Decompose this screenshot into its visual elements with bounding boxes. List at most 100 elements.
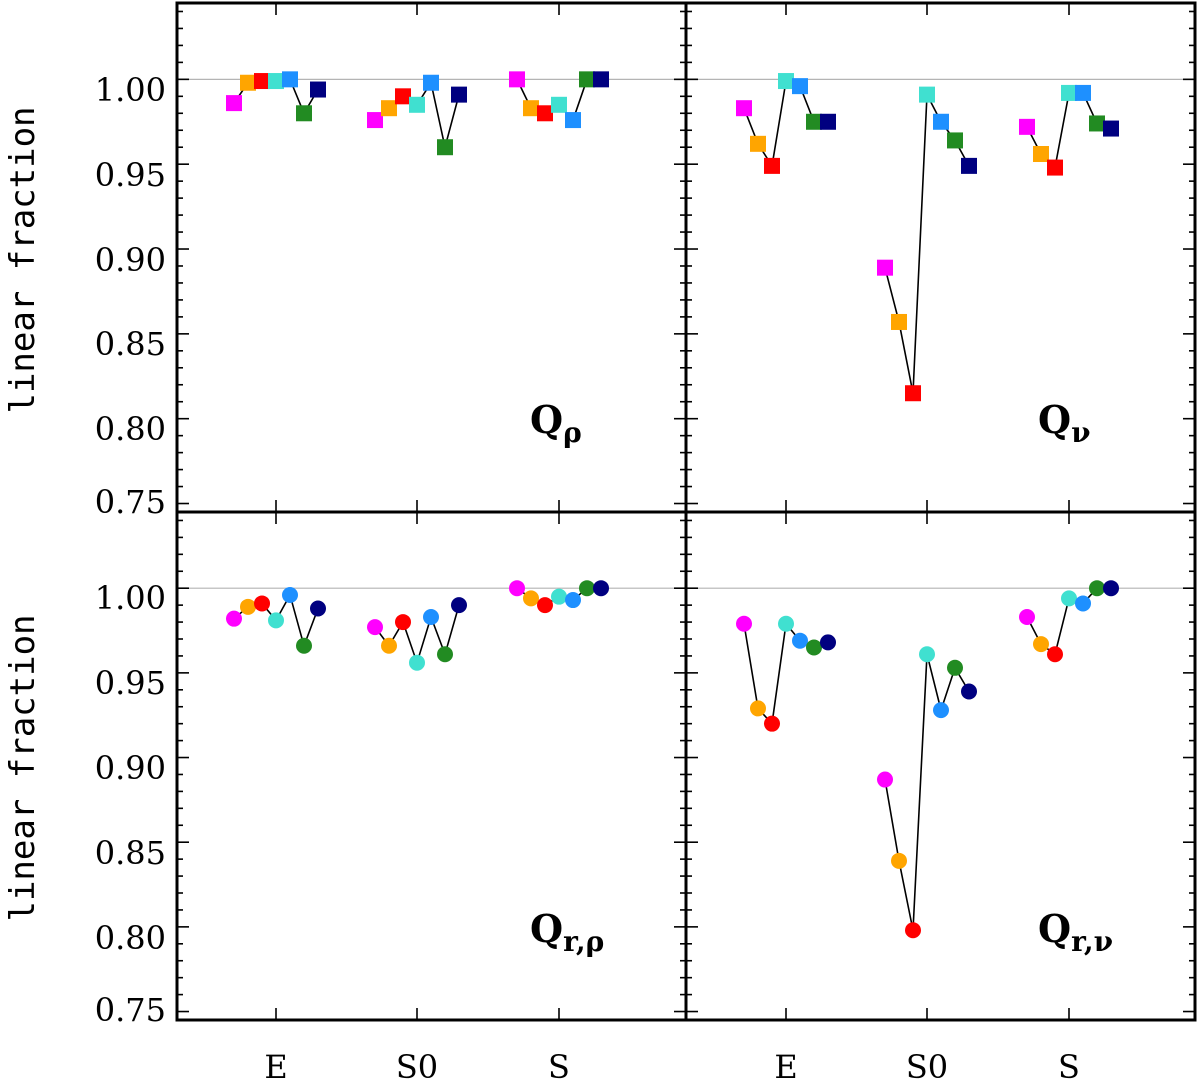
panel-label-sub: ρ: [563, 416, 582, 449]
data-point: [395, 88, 411, 105]
data-point: [1075, 84, 1091, 101]
data-point: [509, 580, 525, 597]
y-tick-label: 0.95: [95, 664, 166, 702]
data-point: [891, 313, 907, 330]
panel-q-r-rho: [175, 510, 688, 1022]
y-tick-label: 0.80: [95, 919, 166, 957]
data-point: [296, 105, 312, 122]
y-tick-label: 0.80: [95, 410, 166, 448]
x-tick-label-right-s0: S0: [906, 1048, 948, 1086]
data-point: [509, 71, 525, 88]
data-point: [226, 610, 242, 627]
data-point: [537, 105, 553, 122]
data-point: [437, 139, 453, 156]
data-point: [240, 74, 256, 91]
panel-q-nu: [684, 1, 1197, 514]
data-point: [933, 113, 949, 130]
panel-label-q-r-nu: Qr,ν: [1038, 906, 1113, 958]
data-point: [381, 100, 397, 117]
series-line-s0: [884, 654, 970, 931]
panel-label-sub: r,ν: [1071, 925, 1113, 958]
data-point: [806, 113, 822, 130]
y-tick-label: 1.00: [95, 579, 166, 617]
x-tick-label-left-s: S: [548, 1048, 570, 1086]
y-tick-label: 0.90: [95, 749, 166, 787]
panel-label-sub: ν: [1071, 416, 1090, 449]
data-point: [551, 96, 567, 113]
x-tick-label-left-e: E: [264, 1048, 287, 1086]
data-point: [240, 598, 256, 615]
data-point: [1019, 118, 1035, 135]
data-point: [1089, 580, 1105, 597]
data-point: [919, 86, 935, 103]
data-point: [933, 702, 949, 719]
data-point: [961, 683, 977, 700]
data-point: [1103, 120, 1119, 137]
data-point: [778, 73, 794, 90]
data-point: [792, 632, 808, 649]
data-point: [750, 135, 766, 152]
x-tick-label-right-s: S: [1058, 1048, 1080, 1086]
data-point: [736, 100, 752, 117]
y-tick-label: 0.75: [95, 483, 166, 521]
data-point: [947, 659, 963, 676]
x-tick-label-left-s0: S0: [396, 1048, 438, 1086]
y-tick-labels-bottom: 0.75 0.80 0.85 0.90 0.95 1.00: [95, 579, 166, 1029]
data-point: [1047, 159, 1063, 176]
data-point: [226, 95, 242, 112]
data-point: [579, 580, 595, 597]
data-point: [736, 615, 752, 632]
data-point: [1061, 84, 1077, 101]
data-point: [423, 74, 439, 91]
x-tick-label-right-e: E: [774, 1048, 797, 1086]
data-point: [254, 595, 270, 612]
data-point: [254, 73, 270, 90]
data-point: [820, 634, 836, 651]
data-point: [961, 157, 977, 174]
data-point: [1061, 590, 1077, 607]
data-point: [593, 71, 609, 88]
data-point: [409, 96, 425, 113]
data-point: [451, 597, 467, 614]
data-point: [296, 637, 312, 654]
data-point: [310, 81, 326, 98]
y-axis-title-bottom: linear fraction: [3, 614, 43, 921]
data-point: [395, 614, 411, 631]
data-point: [565, 592, 581, 609]
data-point: [551, 588, 567, 605]
data-point: [1019, 608, 1035, 625]
data-point: [1075, 595, 1091, 612]
data-point: [423, 608, 439, 625]
data-point: [268, 612, 284, 629]
data-point: [905, 922, 921, 939]
panel-label-main: Q: [1038, 397, 1071, 442]
data-point: [1089, 115, 1105, 132]
data-point: [593, 580, 609, 597]
y-tick-label: 0.90: [95, 241, 166, 279]
data-point: [877, 259, 893, 276]
data-point: [1033, 636, 1049, 653]
y-tick-label: 0.75: [95, 991, 166, 1029]
data-point: [1047, 646, 1063, 663]
data-point: [565, 112, 581, 129]
data-point: [381, 637, 397, 654]
data-point: [919, 646, 935, 663]
panel-q-r-nu: [684, 510, 1197, 1022]
panel-label-main: Q: [530, 906, 563, 951]
data-point: [891, 852, 907, 869]
panel-q-rho: [175, 1, 688, 514]
panel-label-q-rho: Qρ: [530, 397, 582, 449]
data-point: [310, 600, 326, 617]
y-axis-title-top: linear fraction: [3, 106, 43, 413]
data-point: [579, 71, 595, 88]
data-point: [1103, 580, 1119, 597]
data-point: [367, 112, 383, 129]
data-point: [764, 715, 780, 732]
panels-layer: [175, 1, 1197, 1022]
data-point: [947, 132, 963, 149]
data-point: [282, 71, 298, 88]
data-point: [537, 597, 553, 614]
data-point: [523, 100, 539, 117]
data-point: [451, 86, 467, 103]
